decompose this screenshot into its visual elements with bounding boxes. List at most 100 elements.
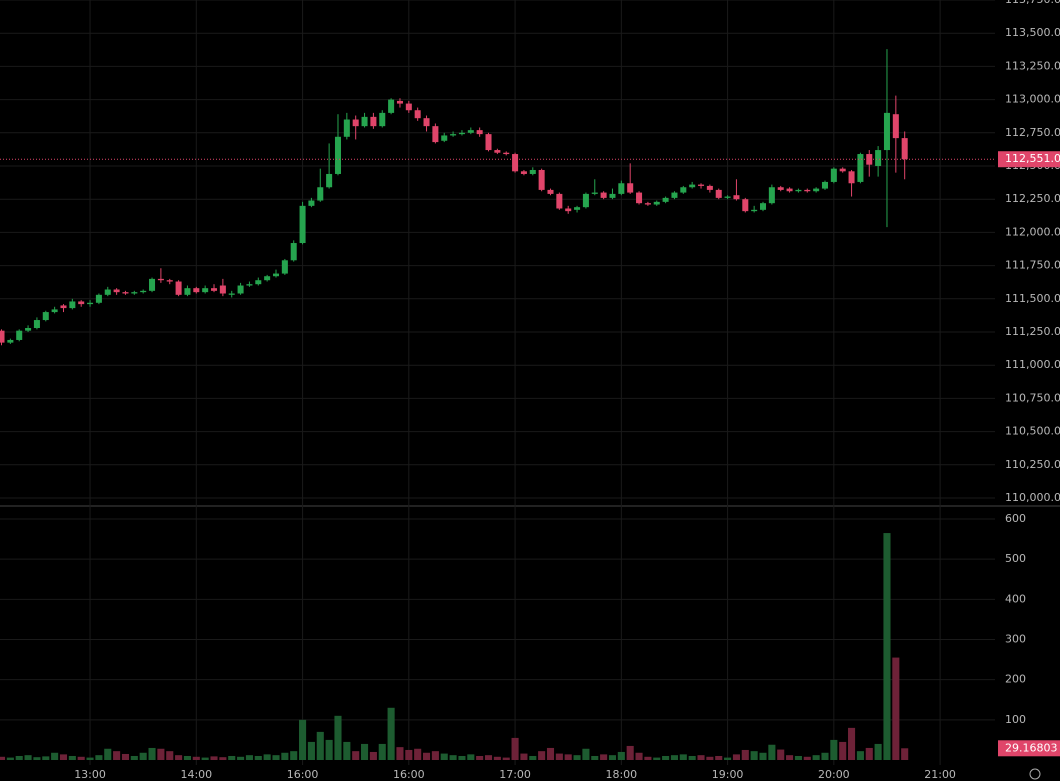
candle-body [830,168,837,182]
candle-body [883,112,890,151]
candle-body [813,188,820,192]
last-volume-box [998,740,1060,757]
y-tick-label: 112,000.0 [1005,225,1060,238]
y-tick-label: 110,250.0 [1005,458,1060,471]
volume-tick-label: 200 [1005,673,1026,686]
candle-body [866,154,873,165]
candle-body [255,280,262,285]
volume-bar [821,752,829,760]
candle-body [786,188,793,192]
candle-body [733,195,740,200]
volume-bar [573,755,581,760]
candle-body [42,312,49,321]
volume-bar [564,754,572,760]
candle-body [600,192,607,198]
settings-icon[interactable] [1029,768,1041,780]
candle-body [317,187,324,201]
candle-body [25,328,32,331]
candle-body [299,205,306,244]
candle-body [556,193,563,209]
candle-body [140,290,147,293]
volume-bar [697,755,705,760]
volume-bar [600,754,608,760]
candle-body [636,192,643,204]
candle-body [237,285,244,294]
candle-body [795,189,802,192]
volume-bar [741,749,749,760]
volume-bar [520,753,528,760]
volume-bar [653,757,661,760]
volume-tick-label: 100 [1005,713,1026,726]
candle-body [494,150,501,153]
volume-tick-label: 400 [1005,592,1026,605]
volume-bar [378,743,386,760]
y-tick-label: 111,250.0 [1005,325,1060,338]
volume-bar [352,751,360,760]
volume-bar [405,749,413,760]
volume-bar [839,741,847,760]
candle-body [131,292,138,294]
candle-body [396,100,403,104]
candle-body [503,152,510,155]
volume-bar [794,755,802,760]
last-price-box [998,151,1060,168]
volume-bar [228,755,236,760]
volume-bar [724,757,732,760]
volume-bar [759,752,767,760]
volume-bar [546,747,555,760]
volume-bar [856,751,864,760]
volume-bar [529,755,537,760]
volume-bar [299,719,307,760]
volume-tick-label: 600 [1005,512,1026,525]
volume-bar [361,743,369,760]
candle-body [485,134,492,151]
y-tick-label: 111,000.0 [1005,358,1060,371]
candle-body [644,203,651,205]
volume-bar [396,747,404,760]
candle-body [892,114,899,139]
volume-bar [272,755,280,760]
candle-body [16,330,23,340]
volume-bar [662,755,670,760]
candle-body [334,136,341,174]
candle-body [574,207,581,210]
candle-body [627,183,634,193]
volume-bar [830,739,838,760]
volume-bar [15,755,23,760]
candle-body [450,134,457,136]
candle-body [104,289,111,295]
candle-body [352,119,359,127]
volume-bar [555,753,563,760]
volume-bar [210,756,218,760]
x-tick-label: 18:00 [605,768,637,781]
volume-bar [467,754,475,760]
volume-bar [768,744,776,760]
volume-bar [86,757,94,760]
volume-bar [104,748,112,760]
volume-bar [848,727,856,760]
candle-body [476,130,483,135]
volume-bar [42,756,50,760]
candle-body [228,293,235,295]
candle-body [857,154,864,182]
candle-body [379,112,386,127]
volume-bar [414,748,422,760]
candle-body [671,192,678,198]
candle-body [175,281,182,295]
y-tick-label: 113,250.0 [1005,59,1060,72]
volume-bar [635,752,643,760]
volume-bar [148,747,156,760]
candle-body [777,187,784,190]
candle-body [69,301,76,309]
y-tick-label: 111,500.0 [1005,292,1060,305]
candle-body [343,119,350,137]
candle-body [51,309,58,313]
candle-body [388,99,395,113]
candle-body [423,118,430,127]
volume-bar [617,751,625,760]
candle-body [157,278,164,281]
volume-bar [626,745,634,760]
volume-bar [201,757,209,760]
x-tick-label: 14:00 [180,768,212,781]
y-tick-label: 111,750.0 [1005,259,1060,272]
